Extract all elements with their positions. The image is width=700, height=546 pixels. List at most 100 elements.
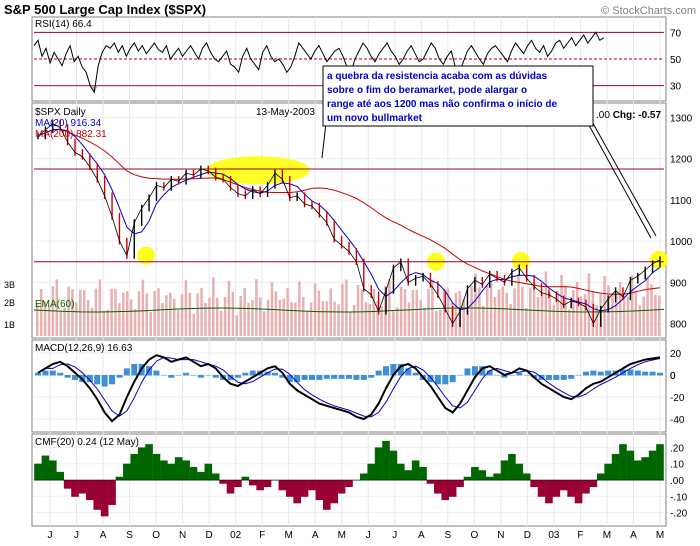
cmf-bar <box>441 480 450 501</box>
volume-bar <box>470 285 473 336</box>
volume-bar <box>302 296 305 336</box>
price-tick-1100: 1100 <box>670 196 692 207</box>
cmf-bar <box>241 476 250 481</box>
macd-hist-bar <box>494 375 501 376</box>
volume-bar <box>161 303 164 336</box>
cmf-bar <box>367 463 376 481</box>
volume-bar <box>106 309 109 336</box>
cmf-bar <box>182 460 190 481</box>
volume-bar <box>278 299 282 336</box>
annotation-arrow-right-2 <box>589 117 657 237</box>
cmf-bar <box>397 463 405 481</box>
volume-bar <box>579 296 583 336</box>
macd-tick-20: 20 <box>670 349 682 360</box>
macd-hist-bar <box>227 375 234 380</box>
cmf-bar <box>219 480 227 484</box>
cmf-bar <box>189 466 198 481</box>
volume-bar <box>505 292 508 336</box>
volume-bar <box>55 279 59 336</box>
volume-bar <box>618 281 622 336</box>
cmf-bar <box>226 480 235 494</box>
macd-hist-bar <box>301 375 308 380</box>
last-change: .00 Chg: -0.57 <box>596 110 661 121</box>
macd-hist-bar <box>449 375 456 383</box>
volume-bar <box>587 273 591 336</box>
volume-bar <box>658 295 661 336</box>
volume-bar <box>399 286 403 336</box>
volume-bar <box>212 277 215 336</box>
volume-bar <box>129 299 133 336</box>
volume-bar <box>118 302 121 336</box>
volume-bar <box>442 288 446 336</box>
volume-bar <box>243 287 246 336</box>
volume-bar <box>192 313 195 336</box>
cmf-bar <box>41 455 50 481</box>
macd-hist-bar <box>457 375 464 376</box>
x-tick-3: S <box>126 530 133 541</box>
annotation-line-3: range até aos 1200 mas não confirma o in… <box>327 99 558 110</box>
volume-bar <box>63 307 66 336</box>
cmf-bar <box>456 480 464 488</box>
x-tick-0: J <box>48 530 53 541</box>
volume-bar <box>231 292 235 336</box>
x-tick-10: A <box>312 530 319 541</box>
cmf-bar <box>360 473 368 481</box>
cmf-bar <box>160 460 168 481</box>
macd-hist-bar <box>375 370 382 376</box>
volume-bar <box>478 287 481 336</box>
volume-bar <box>333 301 336 336</box>
touch-highlight-3 <box>650 250 668 269</box>
volume-bar <box>517 274 520 336</box>
macd-hist-bar <box>153 370 160 376</box>
touch-highlight-2 <box>512 251 530 270</box>
volume-tick-1B: 1B <box>4 320 15 330</box>
cmf-bar <box>293 480 301 504</box>
volume-bar <box>497 289 501 336</box>
cmf-bar <box>478 470 487 481</box>
cmf-bar <box>330 480 338 504</box>
macd-hist-bar <box>568 375 575 379</box>
volume-bar <box>372 289 375 336</box>
macd-hist-bar <box>168 375 175 378</box>
volume-bar <box>180 294 184 336</box>
cmf-bar <box>463 476 472 481</box>
x-tick-18: D <box>524 530 531 541</box>
price-tick-800: 800 <box>670 320 687 331</box>
volume-bar <box>376 300 379 336</box>
cmf-bar <box>174 457 183 481</box>
chg-value: Chg: -0.57 <box>613 110 662 121</box>
macd-hist-bar <box>479 366 486 376</box>
cmf-bar <box>152 453 161 481</box>
ema60-line <box>33 307 665 313</box>
x-tick-7: 02 <box>230 530 242 541</box>
cmf-bar <box>434 480 442 494</box>
volume-bar <box>125 291 129 336</box>
volume-bar <box>485 285 489 336</box>
macd-hist-bar <box>205 375 212 376</box>
volume-bar <box>309 302 313 336</box>
volume-bar <box>200 287 203 336</box>
macd-hist-bar <box>264 371 271 376</box>
volume-bar <box>583 294 587 336</box>
cmf-bar <box>567 480 575 497</box>
macd-hist-bar <box>649 371 656 376</box>
volume-bar <box>235 315 239 336</box>
volume-bar <box>466 308 469 336</box>
macd-hist-bar <box>286 375 293 383</box>
cmf-bar <box>100 480 109 517</box>
macd-hist-bar <box>464 368 471 376</box>
volume-bar <box>454 292 458 336</box>
macd-hist-bar <box>508 375 515 376</box>
cmf-tick-2: .00 <box>670 476 684 487</box>
macd-hist-bar <box>249 370 256 376</box>
ma20-legend: MA(20) 916.34 <box>35 118 102 129</box>
x-tick-8: F <box>259 530 265 541</box>
macd-hist-bar <box>197 375 204 378</box>
volume-bar <box>360 289 364 336</box>
volume-bar <box>259 297 262 336</box>
macd-hist-bar <box>190 375 197 376</box>
cmf-label: CMF(20) 0.24 (12 May) <box>35 437 139 448</box>
cmf-bar <box>426 480 435 484</box>
volume-bar <box>294 302 297 336</box>
volume-bar <box>317 290 321 336</box>
